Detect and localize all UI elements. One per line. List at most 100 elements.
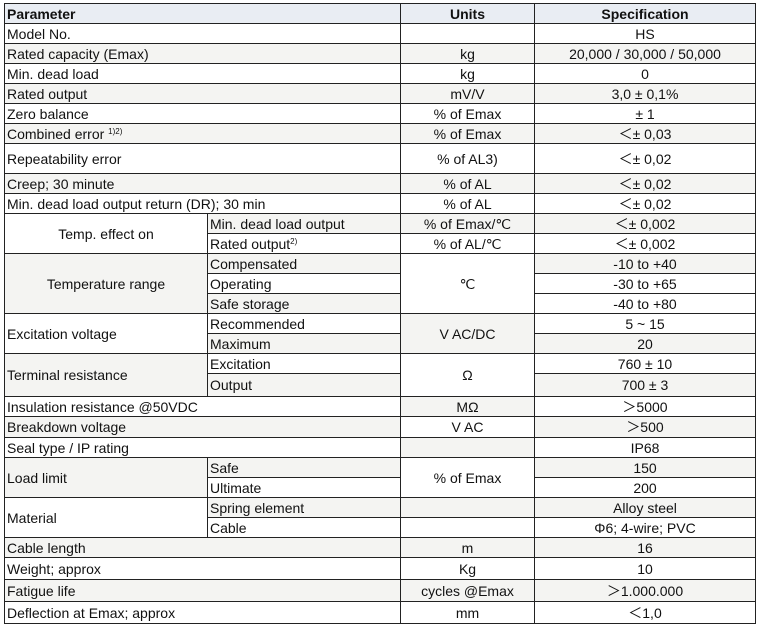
cell-text: 0 xyxy=(641,65,649,82)
table-cell: % of Emax xyxy=(400,103,535,124)
table-cell: Ultimate xyxy=(207,477,401,498)
table-cell: ＜± 0,002 xyxy=(534,233,756,254)
cell-text: Cable xyxy=(210,519,247,536)
cell-text: % of AL/℃ xyxy=(433,235,502,252)
cell-text: % of Emax/℃ xyxy=(423,215,512,232)
cell-text: Rated output xyxy=(210,235,291,252)
cell-text: MΩ xyxy=(456,398,479,415)
cell-text: m xyxy=(461,539,474,556)
table-row: Temperature range Compensated ℃ -10 to +40 xyxy=(4,253,756,314)
table-cell: 5 ~ 15 xyxy=(534,313,756,334)
table-cell: Min. dead load output return (DR); 30 mi… xyxy=(4,193,401,214)
cell-text: Rated output xyxy=(7,85,88,102)
table-row: Cable length m 16 xyxy=(4,537,756,558)
cell-text: Kg xyxy=(458,560,477,577)
cell-text: 200 xyxy=(633,479,657,496)
table-cell: HS xyxy=(534,23,756,44)
cell-text: Weight; approx xyxy=(7,560,101,577)
table-row: Ultimate 200 xyxy=(5,477,756,498)
cell-text: HS xyxy=(635,25,655,42)
table-cell: MΩ xyxy=(400,396,535,417)
table-cell: kg xyxy=(400,63,535,84)
cell-text: ＞1.000.000 xyxy=(606,582,684,599)
table-cell: Zero balance xyxy=(4,103,401,124)
table-cell: Creep; 30 minute xyxy=(4,173,401,194)
table-cell: Terminal resistance xyxy=(4,353,208,397)
cell-text: Excitation xyxy=(210,355,271,372)
table-cell: Temp. effect on xyxy=(4,213,208,254)
table-cell: % of AL3) xyxy=(400,143,535,174)
table-cell: ＜± 0,02 xyxy=(534,143,756,174)
table-cell: Seal type / IP rating xyxy=(4,437,401,458)
cell-text: 150 xyxy=(633,459,657,476)
cell-text: Model No. xyxy=(7,25,71,42)
cell-text: Repeatability error xyxy=(7,150,122,167)
cell-text: 10 xyxy=(637,560,653,577)
cell-text: Recommended xyxy=(210,315,305,332)
table-cell: Kg xyxy=(400,557,535,580)
table-cell xyxy=(400,497,535,518)
cell-text: Cable length xyxy=(7,539,86,556)
cell-text: 20 xyxy=(637,335,653,352)
table-cell: 20 xyxy=(534,333,756,354)
table-cell: -40 to +80 xyxy=(534,293,756,314)
table-row: Min. dead load kg 0 xyxy=(4,63,756,84)
cell-text: Temp. effect on xyxy=(58,225,154,242)
cell-text: Seal type / IP rating xyxy=(7,439,129,456)
table-cell: 150 xyxy=(534,457,756,478)
table-row: Operating -30 to +65 xyxy=(5,273,756,294)
cell-text: Maximum xyxy=(210,335,271,352)
table-row: Material Spring element Alloy steel xyxy=(4,497,756,538)
table-cell: 20,000 / 30,000 / 50,000 xyxy=(534,43,756,64)
cell-text: ＜± 0,002 xyxy=(614,215,676,232)
table-cell: Cable xyxy=(207,517,401,538)
cell-text: Load limit xyxy=(7,469,67,486)
table-cell: Insulation resistance @50VDC xyxy=(4,396,401,417)
table-cell: ＜± 0,02 xyxy=(534,173,756,194)
table-cell: mm xyxy=(400,601,535,624)
cell-text: Ω xyxy=(462,367,473,383)
table-cell: ＜± 0,03 xyxy=(534,123,756,144)
header-units: Units xyxy=(400,3,535,24)
table-cell: Spring element xyxy=(207,497,401,518)
cell-text: ＞500 xyxy=(626,419,664,435)
table-row: Model No. HS xyxy=(4,23,756,44)
table-cell: Min. dead load output xyxy=(207,213,401,234)
table-row: Output 700 ± 3 xyxy=(5,373,756,397)
table-row: Terminal resistance Excitation Ω 760 ± 10 xyxy=(4,353,756,397)
cell-text: ＜± 0,03 xyxy=(618,125,672,142)
table-cell: Recommended xyxy=(207,313,401,334)
table-cell: Excitation xyxy=(207,353,401,374)
cell-text: ℃ xyxy=(459,275,476,292)
cell-text: kg xyxy=(460,45,475,62)
table-cell: ＞5000 xyxy=(534,396,756,417)
specification-table: Parameter Units Specification Model No. H… xyxy=(4,3,756,624)
table-cell: -30 to +65 xyxy=(534,273,756,294)
cell-text: Compensated xyxy=(210,255,298,272)
cell-text: Spring element xyxy=(210,499,305,516)
table-cell: Deflection at Emax; approx xyxy=(4,601,401,624)
header-row: Parameter Units Specification xyxy=(4,3,756,24)
cell-text: % of AL3) xyxy=(437,150,498,167)
header-specification: Specification xyxy=(534,3,756,24)
table-cell: Material xyxy=(4,497,208,538)
table-cell: Cable length xyxy=(4,537,401,558)
table-cell: Rated capacity (Emax) xyxy=(4,43,401,64)
cell-text: % of AL xyxy=(443,195,492,212)
cell-text: Insulation resistance @50VDC xyxy=(7,398,198,415)
table-cell: Safe storage xyxy=(207,293,401,314)
cell-text: ± 1 xyxy=(635,105,655,122)
cell-text: Min. dead load output return (DR); 30 mi… xyxy=(7,195,266,212)
table-cell: Output xyxy=(207,373,401,397)
cell-text: 20,000 / 30,000 / 50,000 xyxy=(569,45,721,62)
table-row: Repeatability error % of AL3) ＜± 0,02 xyxy=(4,143,756,174)
table-row: Rated capacity (Emax) kg 20,000 / 30,000 /… xyxy=(4,43,756,64)
table-cell: Breakdown voltage xyxy=(4,416,401,438)
cell-text: ＜1,0 xyxy=(628,604,662,621)
table-cell: Combined error 1)2) xyxy=(4,123,401,144)
table-row: Temp. effect on Min. dead load output % of… xyxy=(4,213,756,254)
table-cell: % of Emax xyxy=(400,457,535,498)
table-row: Min. dead load output return (DR); 30 mi… xyxy=(4,193,756,214)
table-cell: Excitation voltage xyxy=(4,313,208,354)
table-cell xyxy=(400,437,535,458)
